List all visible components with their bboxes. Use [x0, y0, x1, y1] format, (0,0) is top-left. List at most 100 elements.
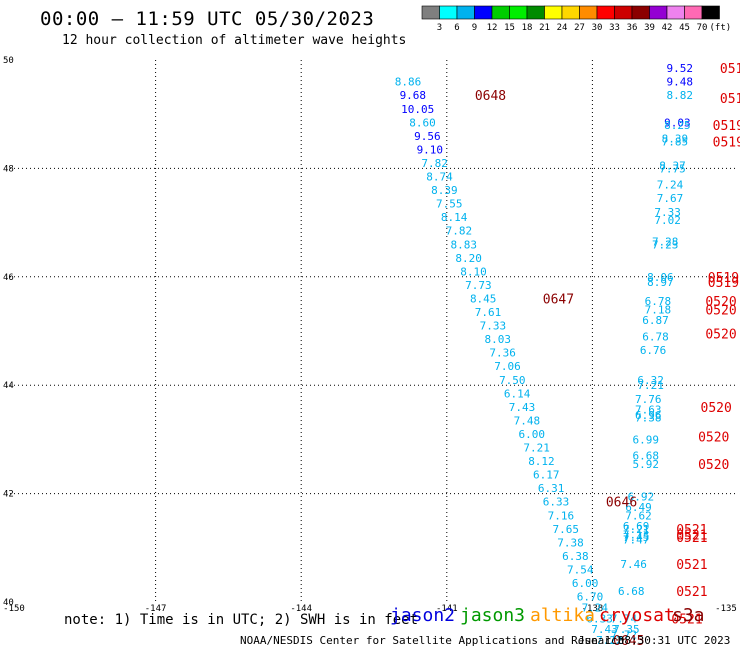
- wave-height-label: 6.49: [625, 501, 652, 514]
- wave-height-label: 7.82: [421, 157, 448, 170]
- wave-height-label: 7.28: [652, 236, 679, 249]
- wave-height-label: 8.06: [647, 271, 674, 284]
- wave-height-label: 7.62: [625, 509, 652, 522]
- wave-height-label: 9.56: [414, 130, 441, 143]
- wave-height-label: 7.73: [465, 279, 492, 292]
- wave-height-label: 7.33: [654, 206, 681, 219]
- wave-height-label: 7.24: [657, 179, 684, 192]
- wave-height-label: 6.68: [618, 585, 645, 598]
- wave-height-label: 8.74: [426, 171, 453, 184]
- pass-time-label: 0521: [676, 558, 707, 573]
- colorbar-swatch: [579, 5, 598, 20]
- pass-time-label: 0519: [708, 271, 739, 286]
- wave-height-label: 8.83: [451, 238, 478, 251]
- wave-height-label: 6.33: [586, 612, 613, 625]
- pass-time-label: 0519: [708, 276, 739, 291]
- footer-note: note: 1) Time is in UTC; 2) SWH is in fe…: [64, 612, 419, 628]
- pass-time-label: 0518: [720, 62, 740, 77]
- wave-height-label: 8.39: [662, 133, 689, 146]
- pass-time-label: 0520: [705, 303, 736, 318]
- wave-height-label: 8.86: [395, 76, 422, 89]
- wave-height-label: 5.92: [633, 458, 660, 471]
- wave-height-label: 7.63: [635, 404, 662, 417]
- pass-time-label: 0647: [543, 292, 574, 307]
- wave-height-label: 6.32: [637, 374, 664, 387]
- legend-jason2: jason2: [390, 605, 456, 626]
- colorbar-swatch: [701, 5, 720, 20]
- colorbar-swatch: [456, 5, 475, 20]
- wave-height-label: 6.00: [572, 577, 599, 590]
- colorbar-label: 24: [557, 23, 568, 33]
- wave-height-label: 7.06: [494, 360, 521, 373]
- y-tick-label: 44: [3, 381, 14, 391]
- wave-height-label: 7.13: [623, 528, 650, 541]
- colorbar-label: 3: [437, 23, 442, 33]
- y-tick-label: 48: [3, 164, 14, 174]
- x-tick-label: -150: [3, 604, 25, 614]
- pass-time-label: 0520: [698, 431, 729, 446]
- wave-height-label: 7.82: [446, 225, 473, 238]
- wave-height-label: 8.20: [455, 252, 482, 265]
- wave-height-label: 8.97: [647, 276, 674, 289]
- colorbar-unit: (ft): [710, 23, 732, 33]
- wave-height-label: 7.61: [475, 306, 502, 319]
- wave-height-label: 6.14: [504, 387, 531, 400]
- wave-height-label: 6.99: [633, 433, 660, 446]
- pass-time-label: 0648: [475, 89, 506, 104]
- pass-time-label: 0519: [713, 135, 740, 150]
- wave-height-label: 7.43: [509, 401, 536, 414]
- wave-height-label: 6.78: [642, 330, 669, 343]
- wave-height-label: 7.85: [662, 135, 689, 148]
- legend-cryosat: cryosat: [599, 605, 675, 626]
- pass-time-label: 0520: [701, 401, 732, 416]
- wave-height-label: 7.33: [480, 320, 507, 333]
- colorbar-swatch: [666, 5, 685, 20]
- colorbar-swatch: [421, 5, 440, 20]
- wave-height-label: 7.21: [623, 523, 650, 536]
- colorbar-label: 33: [609, 23, 620, 33]
- pass-time-label: 0521: [671, 612, 702, 627]
- wave-height-label: 7.24: [582, 601, 609, 614]
- x-tick-label: -147: [145, 604, 167, 614]
- wave-height-label: 7.50: [499, 374, 526, 387]
- wave-height-label: 7.67: [657, 192, 684, 205]
- pass-time-label: 0521: [676, 585, 707, 600]
- wave-height-label: 6.33: [543, 496, 570, 509]
- wave-height-label: 6.38: [562, 550, 589, 563]
- colorbar-swatch: [614, 5, 633, 20]
- colorbar-swatch: [439, 5, 458, 20]
- wave-height-label: 7.36: [489, 347, 516, 360]
- colorbar-swatch: [649, 5, 668, 20]
- y-tick-label: 42: [3, 490, 14, 500]
- wave-height-label: 7.21: [637, 379, 664, 392]
- wave-height-label: 8.82: [667, 89, 694, 102]
- chart-subtitle: 12 hour collection of altimeter wave hei…: [62, 33, 407, 48]
- wave-height-label: 7.48: [514, 414, 541, 427]
- colorbar-swatch: [596, 5, 615, 20]
- y-tick-label: 46: [3, 273, 14, 283]
- wave-height-label: 6.70: [577, 591, 604, 604]
- wave-height-label: 7.76: [635, 393, 662, 406]
- wave-height-label: 9.68: [400, 89, 427, 102]
- wave-height-label: 7.75: [659, 162, 686, 175]
- wave-height-label: 7.35: [613, 623, 640, 636]
- wave-height-label: 7.22: [596, 634, 623, 647]
- wave-height-label: 7.55: [436, 198, 463, 211]
- wave-height-label: 6.00: [518, 428, 545, 441]
- wave-height-label: 7.38: [557, 536, 584, 549]
- wave-height-label: 6.87: [642, 314, 669, 327]
- wave-height-label: 7.02: [654, 214, 681, 227]
- colorbar-label: 30: [592, 23, 603, 33]
- colorbar-label: 27: [574, 23, 585, 33]
- wave-height-label: 7.16: [548, 509, 575, 522]
- wave-height-label: 9.10: [417, 143, 444, 156]
- legend-s3a: s3a: [672, 605, 705, 626]
- colorbar-swatch: [544, 5, 563, 20]
- wave-height-label: 7.54: [567, 563, 594, 576]
- wave-height-label: 6.92: [628, 490, 655, 503]
- colorbar-label: 15: [504, 23, 515, 33]
- y-tick-label: 50: [3, 56, 14, 66]
- pass-time-label: 0520: [705, 328, 736, 343]
- colorbar-swatch: [526, 5, 545, 20]
